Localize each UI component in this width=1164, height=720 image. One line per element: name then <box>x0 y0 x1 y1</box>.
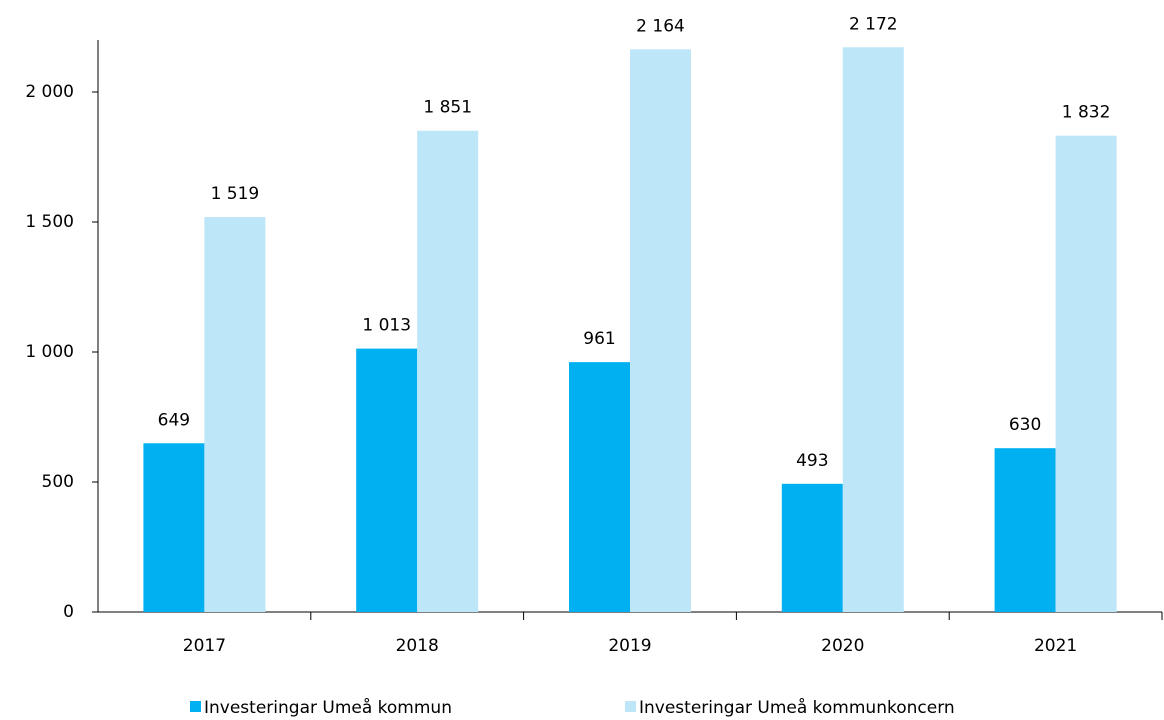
value-label: 630 <box>1009 415 1041 435</box>
y-tick-label: 1 500 <box>25 212 74 232</box>
bar <box>1055 135 1117 612</box>
x-tick-label: 2019 <box>608 636 651 656</box>
x-tick-label: 2020 <box>821 636 864 656</box>
value-label: 1 832 <box>1062 103 1111 123</box>
legend-label: Investeringar Umeå kommun <box>204 697 452 718</box>
y-tick-label: 0 <box>63 602 74 622</box>
bar <box>417 130 479 613</box>
y-tick-label: 2 000 <box>25 82 74 102</box>
bar <box>781 483 843 612</box>
value-label: 649 <box>158 410 190 430</box>
value-label: 1 013 <box>362 316 411 336</box>
bar <box>356 348 418 612</box>
value-label: 2 164 <box>636 16 685 36</box>
value-label: 961 <box>583 329 615 349</box>
value-label: 493 <box>796 451 828 471</box>
legend-swatch <box>190 701 201 712</box>
bar <box>842 47 904 612</box>
legend-swatch <box>625 701 636 712</box>
bar <box>994 448 1056 612</box>
legend-label: Investeringar Umeå kommunkoncern <box>639 697 955 718</box>
x-tick-label: 2021 <box>1034 636 1077 656</box>
bar <box>204 217 266 612</box>
bar <box>630 49 691 613</box>
y-tick-label: 1 000 <box>25 342 74 362</box>
bar <box>143 443 205 612</box>
x-tick-label: 2017 <box>183 636 226 656</box>
value-label: 1 519 <box>211 184 260 204</box>
bar <box>569 362 630 612</box>
y-tick-label: 500 <box>42 472 74 492</box>
x-tick-label: 2018 <box>396 636 439 656</box>
value-label: 1 851 <box>423 98 472 118</box>
value-label: 2 172 <box>849 14 898 34</box>
